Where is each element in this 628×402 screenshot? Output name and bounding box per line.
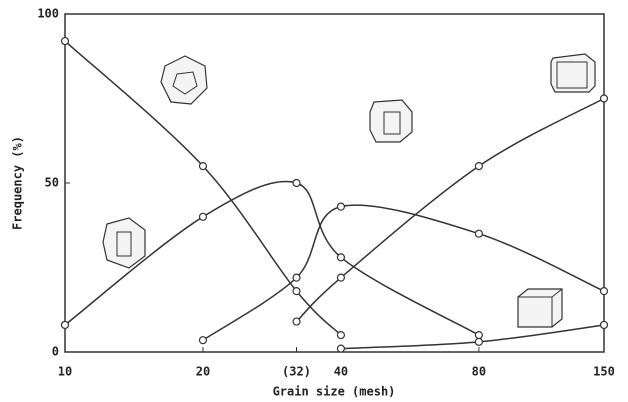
data-point [336, 273, 346, 282]
data-point [474, 229, 483, 238]
x-tick-label: 20 [196, 365, 210, 379]
icon-crystal-2 [369, 99, 413, 143]
data-point [599, 94, 609, 103]
y-tick-label: 50 [45, 176, 59, 190]
x-tick-label: 10 [58, 365, 72, 379]
y-axis-label: Frequency (%) [11, 136, 25, 230]
x-tick-label: 40 [334, 365, 348, 379]
data-point [292, 178, 301, 188]
x-axis-label: Grain size (mesh) [273, 385, 396, 399]
data-point [292, 317, 301, 326]
data-point [474, 331, 483, 340]
series-line [295, 97, 605, 323]
data-point [198, 162, 208, 171]
series-line [64, 40, 342, 336]
data-point [198, 212, 208, 221]
data-point [474, 337, 483, 346]
icon-dodecahedron [160, 55, 208, 105]
data-point [60, 320, 70, 330]
icon-crystal [102, 217, 146, 269]
x-tick-label: 80 [472, 365, 486, 379]
data-point [336, 331, 346, 340]
crystal-icons [102, 53, 596, 328]
data-point [198, 336, 208, 345]
x-tick-label: (32) [282, 365, 311, 379]
data-point [336, 253, 346, 262]
data-point [599, 287, 609, 296]
icon-cuboctahedron [550, 53, 596, 93]
data-point [599, 320, 609, 330]
data-point [292, 273, 301, 282]
data-point [336, 344, 346, 353]
data-point [336, 202, 346, 211]
data-point [60, 36, 70, 46]
data-point [292, 287, 301, 296]
x-tick-label: 150 [593, 365, 615, 379]
y-tick-label: 0 [52, 345, 59, 359]
series-line [340, 324, 605, 350]
y-tick-label: 100 [37, 7, 59, 21]
data-point [474, 162, 483, 171]
icon-cube [517, 288, 563, 328]
